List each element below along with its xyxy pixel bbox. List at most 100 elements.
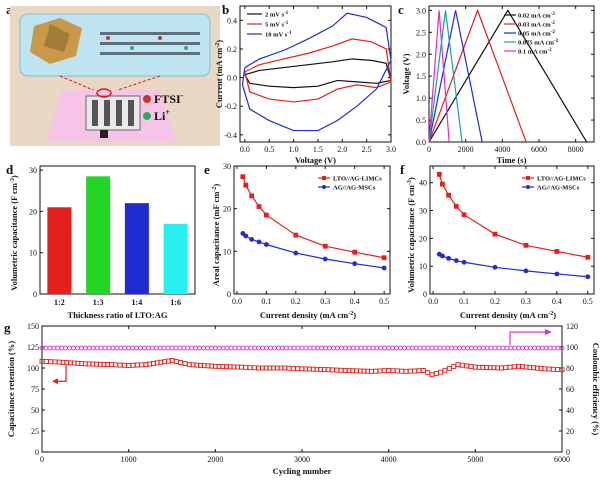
y-right-tick-label: 100 xyxy=(566,343,578,352)
legend-item: AG//AG-MSCs xyxy=(537,185,580,192)
efficiency-data-point xyxy=(346,345,352,351)
efficiency-data-point xyxy=(437,345,443,351)
retention-data-point xyxy=(126,363,132,368)
x-tick-label: 1000 xyxy=(121,455,137,464)
y-tick-label: 10 xyxy=(29,249,37,258)
x-tick-label: 0.5 xyxy=(583,297,593,306)
retention-data-point xyxy=(429,372,435,378)
efficiency-data-point xyxy=(559,345,565,351)
bar-category-label: 1:6 xyxy=(170,298,181,307)
f-data-point xyxy=(453,258,459,264)
x-tick-label: 0.0 xyxy=(232,297,242,306)
panel-f: f 0.0 0.1 0.2 0.3 0.4 0.5 0 10 20 30 40 LTO//AG-LIM… xyxy=(400,162,595,320)
cycling-ylabel-left: Capacitance retention (%) xyxy=(6,341,16,437)
efficiency-data-point xyxy=(354,345,360,351)
panel-b-label: b xyxy=(222,2,229,17)
y-tick-label: 0.0 xyxy=(227,74,237,83)
gcd-curve-2 xyxy=(428,10,483,143)
graphene-layer xyxy=(100,52,200,55)
efficiency-data-point xyxy=(468,345,474,351)
efficiency-data-point xyxy=(275,345,281,351)
li-legend-icon xyxy=(143,112,151,120)
retention-data-point xyxy=(113,362,119,368)
cycling-plot: 0 1000 2000 3000 4000 5000 6000025507510012515… xyxy=(6,322,600,476)
bar-1-4 xyxy=(124,203,149,294)
efficiency-data-point xyxy=(98,345,104,351)
retention-data-point xyxy=(438,369,444,375)
efficiency-data-point xyxy=(67,345,73,351)
gcd-xlabel: Time (s) xyxy=(497,155,527,165)
legend-marker xyxy=(322,176,326,180)
y-tick-label: 2.5 xyxy=(416,28,426,37)
efficiency-data-point xyxy=(78,345,84,351)
y-tick-label: -0.4 xyxy=(224,131,237,140)
efficiency-data-point xyxy=(75,345,80,351)
efficiency-data-point xyxy=(244,345,250,351)
panel-g: g 0 1000 2000 3000 4000 5000 60000255075100125… xyxy=(4,320,600,476)
efficiency-data-point xyxy=(134,345,139,351)
efficiency-data-point xyxy=(504,345,510,351)
efficiency-data-point xyxy=(114,345,120,351)
f-series-line-1 xyxy=(438,253,588,278)
efficiency-data-point xyxy=(181,345,187,351)
retention-data-point xyxy=(381,368,387,374)
y-right-tick-label: 80 xyxy=(566,364,574,373)
legend-marker xyxy=(526,176,530,180)
efficiency-data-point xyxy=(141,345,147,351)
e-data-point xyxy=(263,212,269,218)
panel-f-label: f xyxy=(400,162,405,177)
efficiency-data-point xyxy=(465,345,470,351)
retention-data-point xyxy=(121,362,127,368)
retention-data-point xyxy=(412,368,418,374)
y-tick-label: 1.0 xyxy=(416,94,426,103)
x-tick-label: 0 xyxy=(427,145,431,154)
y-right-tick-label: 0 xyxy=(566,448,570,457)
y-tick-label: 30 xyxy=(29,166,37,175)
y-tick-label: 20 xyxy=(419,234,427,243)
y-right-tick-label: 20 xyxy=(566,427,574,436)
efficiency-data-point xyxy=(492,345,498,351)
zoom-line xyxy=(59,75,99,93)
efficiency-data-point xyxy=(409,345,415,351)
x-tick-label: 0.0 xyxy=(240,145,250,154)
retention-data-point xyxy=(403,368,409,374)
efficiency-data-point xyxy=(303,345,309,351)
y-tick-label: 20 xyxy=(223,205,231,214)
efficiency-data-point xyxy=(252,345,258,351)
efficiency-data-point xyxy=(405,345,411,351)
f-data-point xyxy=(523,268,529,274)
right-axis-arrowhead xyxy=(545,329,552,336)
y-tick-label: 150 xyxy=(27,322,39,331)
x-tick-label: 0.3 xyxy=(521,297,531,306)
volumetric-xlabel: Current density (mA cm-2) xyxy=(460,310,556,320)
efficiency-data-point xyxy=(161,345,167,351)
efficiency-data-point xyxy=(110,345,116,351)
efficiency-data-point xyxy=(86,345,92,351)
retention-data-point xyxy=(329,367,335,373)
volumetric-capacitance-plot: 0.0 0.1 0.2 0.3 0.4 0.5 0 10 20 30 40 LTO//AG-LIMCs… xyxy=(419,165,595,306)
retention-data-point xyxy=(446,365,452,371)
x-tick-label: 4000 xyxy=(381,455,397,464)
efficiency-data-point xyxy=(185,345,191,351)
y-tick-label: 0 xyxy=(423,290,427,299)
efficiency-data-point xyxy=(374,345,380,351)
efficiency-data-point xyxy=(461,345,466,351)
f-data-point xyxy=(439,181,445,187)
x-tick-label: 6000 xyxy=(554,455,570,464)
x-tick-label: 1.5 xyxy=(313,145,323,154)
efficiency-data-point xyxy=(299,345,305,351)
plot-frame xyxy=(239,5,392,143)
e-data-point xyxy=(240,174,246,180)
cv-ylabel: Current (mA cm-2) xyxy=(214,40,224,108)
efficiency-data-point xyxy=(484,345,490,351)
retention-data-point xyxy=(399,368,405,374)
efficiency-data-point xyxy=(417,345,423,351)
efficiency-data-point xyxy=(555,345,561,351)
legend-marker xyxy=(526,185,530,189)
efficiency-data-point xyxy=(338,345,344,351)
f-data-point xyxy=(436,171,442,177)
x-tick-label: 3.0 xyxy=(386,145,396,154)
y-tick-label: 40 xyxy=(419,179,427,188)
cv-curve-2 xyxy=(241,12,392,132)
f-data-point xyxy=(585,274,591,280)
